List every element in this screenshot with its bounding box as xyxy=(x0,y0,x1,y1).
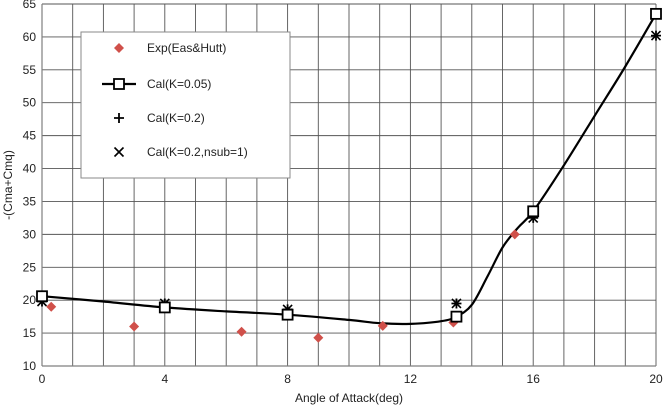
legend-items: Exp(Eas&Hutt) Cal(K=0.05) Cal(K=0.2) Cal(K=… xyxy=(102,41,248,159)
y-tick-label: 40 xyxy=(23,162,37,176)
data-point-diamond xyxy=(313,332,324,343)
y-tick-label: 50 xyxy=(23,96,37,110)
data-point-diamond xyxy=(509,229,520,240)
x-tick-label: 12 xyxy=(404,372,418,386)
legend-label: Cal(K=0.2,nsub=1) xyxy=(147,145,248,159)
x-tick-label: 8 xyxy=(284,372,291,386)
legend: Exp(Eas&Hutt) Cal(K=0.05) Cal(K=0.2) Cal(K=… xyxy=(80,31,291,179)
data-point-square xyxy=(650,7,662,20)
legend-box xyxy=(80,31,291,179)
y-axis-label: -(Cma+Cmq) xyxy=(1,150,15,220)
legend-marker-cross xyxy=(113,146,125,158)
legend-marker-diamond xyxy=(114,43,124,53)
data-point-square xyxy=(158,301,171,314)
y-tick-label: 35 xyxy=(23,194,37,208)
legend-label: Cal(K=0.2) xyxy=(147,111,205,125)
data-point-diamond xyxy=(236,326,247,337)
y-tick-label: 20 xyxy=(23,293,37,307)
data-point-diamond xyxy=(377,320,388,331)
data-point-plus xyxy=(451,298,462,309)
y-tick-label: 30 xyxy=(23,227,37,241)
y-tick-label: 45 xyxy=(23,129,37,143)
legend-label: Exp(Eas&Hutt) xyxy=(147,41,226,55)
legend-marker-plus xyxy=(114,113,124,123)
data-point-plus xyxy=(651,30,661,41)
x-tick-label: 20 xyxy=(649,372,663,386)
y-tick-label: 60 xyxy=(23,30,37,44)
data-point-square xyxy=(281,308,294,321)
y-tick-label: 10 xyxy=(23,359,37,373)
legend-marker-square xyxy=(113,78,125,90)
x-tick-label: 16 xyxy=(527,372,541,386)
x-tick-label: 4 xyxy=(161,372,168,386)
tick-labels: 0 4 8 12 16 20 10 15 20 25 30 35 40 45 50 55 60 65 xyxy=(23,0,663,386)
x-tick-label: 0 xyxy=(39,372,46,386)
x-axis-label: Angle of Attack(deg) xyxy=(295,391,403,405)
data-point-square xyxy=(527,205,540,218)
y-tick-label: 55 xyxy=(23,63,37,77)
data-point-diamond xyxy=(129,321,140,332)
y-tick-label: 25 xyxy=(23,260,37,274)
data-point-diamond xyxy=(46,301,57,312)
legend-label: Cal(K=0.05) xyxy=(147,77,211,91)
y-tick-label: 65 xyxy=(23,0,37,11)
data-point-square xyxy=(36,290,48,303)
y-tick-label: 15 xyxy=(23,326,37,340)
data-point-square xyxy=(450,310,463,323)
data-marks xyxy=(36,7,662,343)
